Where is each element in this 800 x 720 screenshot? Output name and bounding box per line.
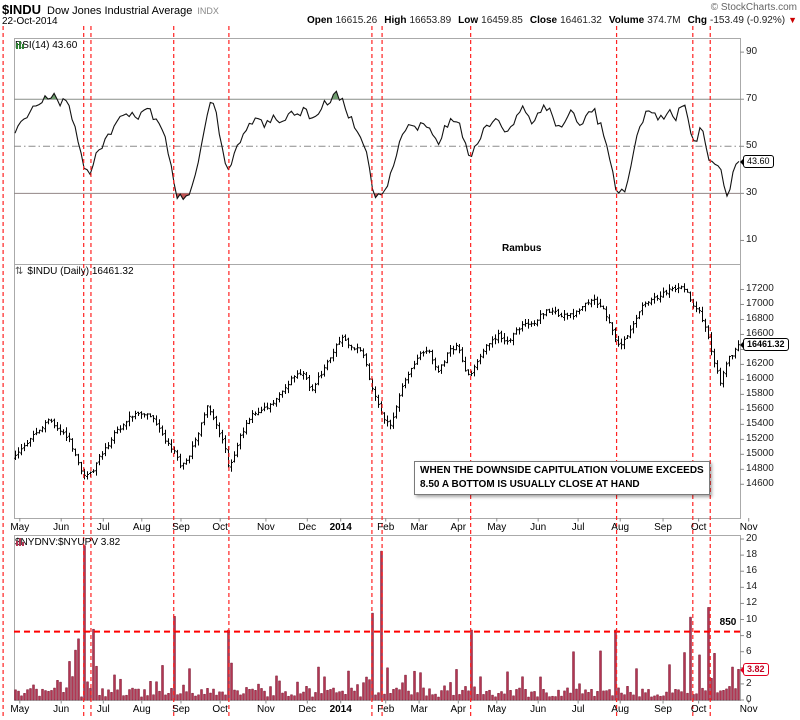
down-triangle-icon: ▼ — [788, 15, 797, 25]
quote-label-low: Low — [458, 15, 479, 26]
quote-label-open: Open — [306, 15, 333, 26]
up-down-arrows-icon: ⇅ — [15, 266, 24, 277]
ratio-legend-text: $NYDNV:$NYUPV 3.82 — [15, 537, 121, 548]
quote-label-high: High — [384, 15, 407, 26]
symbol: $INDU — [2, 2, 42, 17]
threshold-label: 850 — [719, 617, 737, 628]
capitulation-callout: WHEN THE DOWNSIDE CAPITULATION VOLUME EX… — [414, 461, 710, 495]
header: $INDU Dow Jones Industrial Average INDX — [2, 1, 219, 19]
quote-value-open: 16615.26 — [335, 15, 378, 26]
mini-chart-icon — [16, 41, 24, 49]
symbol-name: Dow Jones Industrial Average — [47, 5, 193, 17]
callout-line1: WHEN THE DOWNSIDE CAPITULATION VOLUME EX… — [420, 465, 704, 476]
ratio-value-box: 3.82 — [740, 663, 769, 676]
quote-label-close: Close — [529, 15, 558, 26]
quote-value-low: 16459.85 — [481, 15, 523, 26]
exchange-tag: INDX — [197, 6, 219, 16]
rsi-legend: RSI(14) 43.60 — [15, 40, 77, 51]
quote-value-close: 16461.32 — [560, 15, 602, 26]
quote-value-high: 16653.89 — [409, 15, 452, 26]
price-value-box: 16461.32 — [740, 338, 789, 351]
quote-value-volume: 374.7M — [647, 15, 681, 26]
rsi-legend-text: RSI(14) 43.60 — [15, 40, 78, 51]
quote-row: Open 16615.26 High 16653.89 Low 16459.85 Close… — [307, 15, 797, 26]
quote-value-chg: -153.49 (-0.92%) — [710, 15, 786, 26]
callout-line2: 8.50 A BOTTOM IS USUALLY CLOSE AT HAND — [420, 479, 640, 490]
chart-date: 22-Oct-2014 — [2, 16, 58, 27]
watermark: Rambus — [502, 243, 542, 254]
mini-bars-icon — [16, 538, 24, 546]
quote-label-chg: Chg — [687, 15, 708, 26]
quote-label-volume: Volume — [608, 15, 645, 26]
copyright: © StockCharts.com — [710, 2, 797, 13]
price-legend: ⇅ $INDU (Daily) 16461.32 — [15, 266, 134, 277]
rsi-value-box: 43.60 — [740, 155, 774, 168]
ratio-legend: $NYDNV:$NYUPV 3.82 — [15, 537, 120, 548]
price-legend-text: $INDU (Daily) 16461.32 — [27, 266, 134, 277]
